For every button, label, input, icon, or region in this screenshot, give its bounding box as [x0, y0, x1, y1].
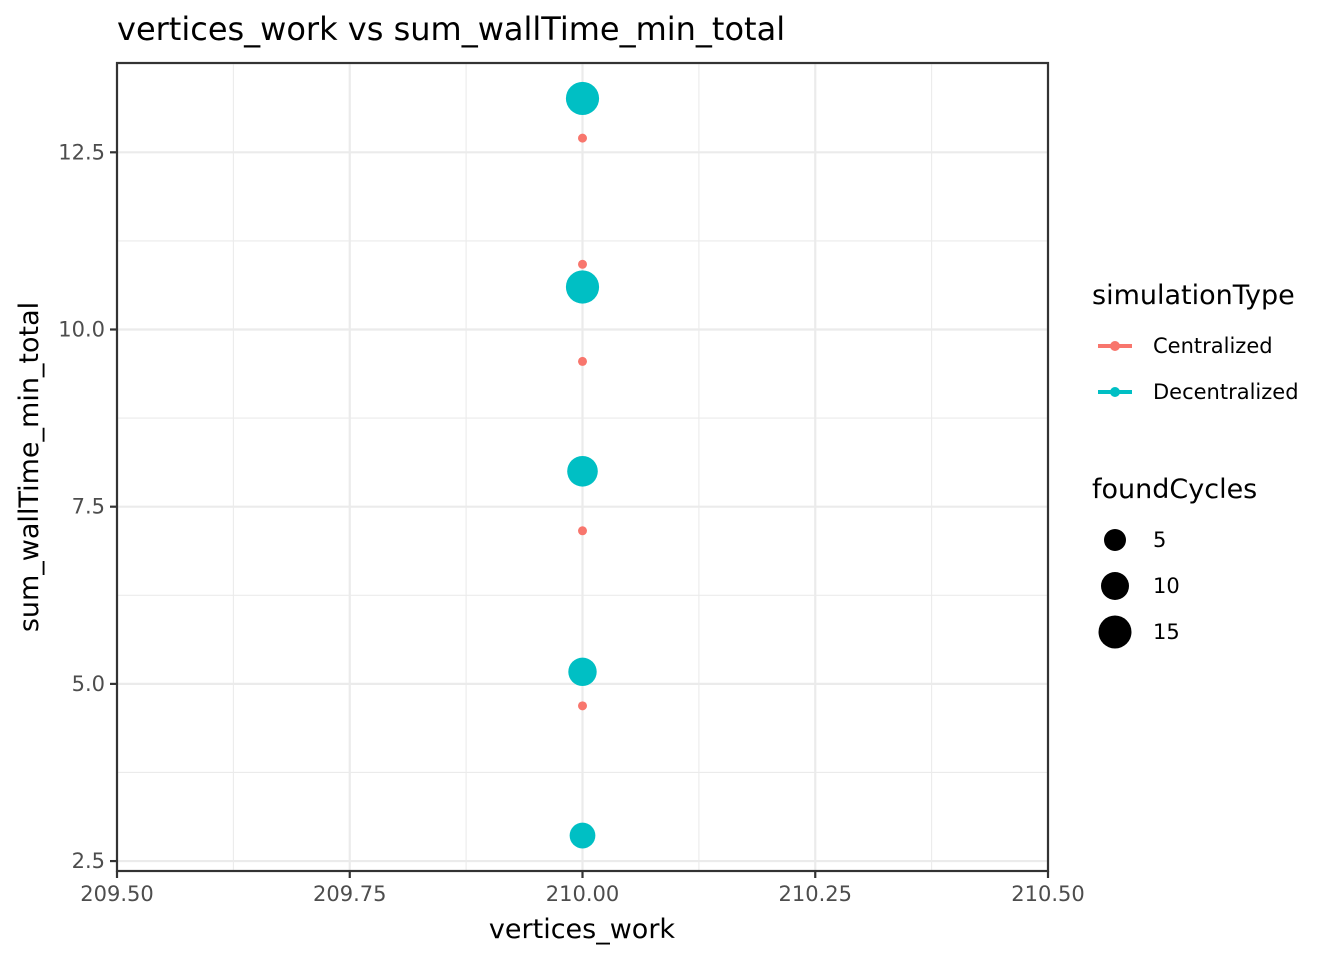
legend-size-title: foundCycles — [1092, 474, 1257, 505]
point-centralized — [578, 356, 587, 366]
y-tick-label: 5.0 — [72, 672, 105, 696]
legend-label-centralized: Centralized — [1153, 334, 1273, 358]
y-tick-label: 2.5 — [72, 849, 105, 873]
y-tick-label: 12.5 — [58, 140, 105, 164]
legend-size-dot-10 — [1101, 572, 1129, 600]
point-centralized — [578, 526, 587, 536]
point-decentralized — [567, 455, 598, 487]
x-tick-label: 210.50 — [1011, 882, 1084, 906]
legend-size-label-10: 10 — [1153, 574, 1180, 598]
legend-size-dot-5 — [1104, 529, 1126, 551]
y-axis-title: sum_wallTime_min_total — [14, 302, 45, 632]
legend-dot-decentralized — [1110, 387, 1120, 397]
point-centralized — [578, 259, 587, 269]
x-tick-label: 209.50 — [80, 882, 153, 906]
legend-label-decentralized: Decentralized — [1153, 380, 1299, 404]
x-tick-label: 210.25 — [779, 882, 852, 906]
plot-panel: 209.50 209.75 210.00 210.25 210.50 2.5 5.0 7.5 1… — [58, 61, 1085, 906]
legend-size-label-15: 15 — [1153, 620, 1180, 644]
legend-color-title: simulationType — [1092, 280, 1295, 311]
point-centralized — [578, 133, 587, 143]
x-axis-title: vertices_work — [489, 914, 676, 945]
point-centralized — [578, 701, 587, 711]
y-tick-label: 10.0 — [58, 317, 105, 341]
y-tick-label: 7.5 — [72, 495, 105, 519]
point-decentralized — [565, 81, 600, 116]
point-decentralized — [568, 657, 597, 687]
legend-size-label-5: 5 — [1153, 528, 1166, 552]
point-decentralized — [565, 270, 600, 304]
point-decentralized — [569, 822, 596, 849]
legend: simulationType Centralized Decentralized… — [1092, 280, 1299, 649]
legend-size-dot-15 — [1098, 615, 1132, 649]
legend-dot-centralized — [1110, 341, 1120, 351]
chart-title: vertices_work vs sum_wallTime_min_total — [117, 10, 785, 48]
x-tick-label: 210.00 — [546, 882, 619, 906]
x-tick-label: 209.75 — [313, 882, 386, 906]
